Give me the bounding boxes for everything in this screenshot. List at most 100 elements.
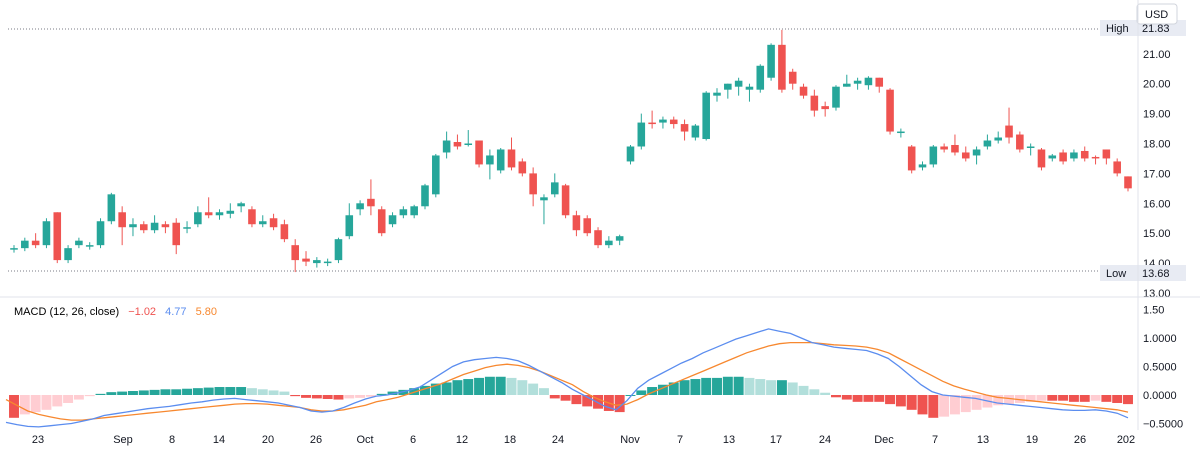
candle[interactable] [258, 215, 267, 228]
candle[interactable] [1059, 149, 1067, 165]
candle[interactable] [269, 213, 278, 231]
candle[interactable] [475, 140, 483, 168]
candle[interactable] [1070, 149, 1078, 162]
candle[interactable] [626, 144, 635, 165]
candle[interactable] [821, 101, 829, 117]
candle[interactable] [550, 173, 559, 198]
candle[interactable] [172, 218, 181, 255]
candle[interactable] [853, 77, 862, 90]
candle[interactable] [194, 206, 202, 228]
candle[interactable] [810, 89, 819, 117]
candle[interactable] [1048, 153, 1057, 162]
candle[interactable] [280, 219, 289, 243]
candle[interactable] [161, 221, 170, 234]
candle[interactable] [85, 242, 94, 250]
candle[interactable] [118, 206, 126, 246]
candle[interactable] [291, 239, 299, 273]
candle[interactable] [226, 203, 235, 219]
candle[interactable] [1091, 155, 1100, 165]
candle[interactable] [907, 144, 916, 174]
candle[interactable] [248, 206, 256, 228]
candles[interactable] [10, 29, 1132, 273]
candle[interactable] [334, 237, 343, 264]
candle[interactable] [832, 85, 840, 111]
candle[interactable] [237, 201, 245, 213]
candle[interactable] [399, 206, 408, 219]
candle[interactable] [702, 91, 710, 141]
candle[interactable] [843, 74, 851, 87]
candle[interactable] [940, 143, 948, 153]
candle[interactable] [453, 134, 462, 150]
candle[interactable] [680, 119, 689, 141]
candle[interactable] [1124, 176, 1132, 192]
candle[interactable] [669, 116, 678, 129]
candle[interactable] [150, 215, 159, 234]
candle[interactable] [1016, 131, 1024, 153]
candle[interactable] [64, 245, 72, 264]
candle[interactable] [561, 183, 570, 219]
candle[interactable] [929, 144, 938, 168]
candle[interactable] [615, 234, 624, 246]
candle[interactable] [1113, 158, 1121, 177]
candle[interactable] [356, 200, 364, 216]
candle[interactable] [31, 233, 40, 249]
candle[interactable] [734, 77, 743, 96]
candle[interactable] [345, 203, 354, 240]
candle[interactable] [388, 212, 397, 228]
candle[interactable] [442, 131, 451, 159]
candle[interactable] [496, 147, 505, 174]
candle[interactable] [605, 236, 613, 249]
candle[interactable] [648, 110, 656, 129]
candle[interactable] [432, 153, 440, 198]
candle[interactable] [129, 218, 137, 237]
candle[interactable] [572, 210, 581, 237]
candle[interactable] [75, 237, 83, 249]
candle[interactable] [313, 257, 321, 268]
candle[interactable] [788, 68, 797, 90]
candle[interactable] [215, 209, 224, 220]
candle[interactable] [42, 218, 51, 249]
candle[interactable] [756, 64, 765, 93]
candle[interactable] [713, 88, 721, 102]
candle[interactable] [875, 77, 884, 93]
candle[interactable] [637, 113, 646, 150]
candle[interactable] [464, 130, 473, 147]
candle[interactable] [972, 146, 981, 165]
candle[interactable] [410, 204, 418, 219]
candle[interactable] [594, 227, 602, 249]
candle[interactable] [323, 258, 332, 267]
candle[interactable] [745, 83, 754, 102]
candle[interactable] [518, 158, 527, 177]
candle[interactable] [918, 161, 927, 171]
candle[interactable] [540, 194, 548, 225]
candle[interactable] [377, 206, 386, 237]
candle[interactable] [897, 128, 905, 138]
candle[interactable] [951, 134, 959, 156]
candle[interactable] [204, 197, 213, 219]
candle[interactable] [302, 251, 310, 267]
candle[interactable] [486, 149, 494, 180]
candle[interactable] [183, 221, 191, 234]
candle[interactable] [1005, 107, 1013, 144]
candle[interactable] [529, 167, 537, 207]
candle[interactable] [983, 134, 992, 150]
candle[interactable] [1102, 149, 1111, 165]
candle[interactable] [367, 179, 375, 216]
candle[interactable] [140, 221, 148, 234]
candle[interactable] [583, 215, 592, 237]
candle[interactable] [107, 192, 116, 225]
candle[interactable] [767, 43, 775, 81]
candle[interactable] [886, 88, 894, 135]
candle[interactable] [799, 83, 808, 99]
candle[interactable] [1080, 146, 1089, 162]
currency-button[interactable] [1136, 3, 1178, 25]
candle[interactable] [21, 237, 29, 252]
candle[interactable] [659, 116, 667, 129]
candle[interactable] [507, 137, 516, 171]
candle[interactable] [53, 212, 62, 264]
candle[interactable] [961, 146, 970, 162]
candle[interactable] [778, 29, 786, 93]
candle[interactable] [864, 76, 873, 90]
candle[interactable] [1037, 147, 1046, 171]
